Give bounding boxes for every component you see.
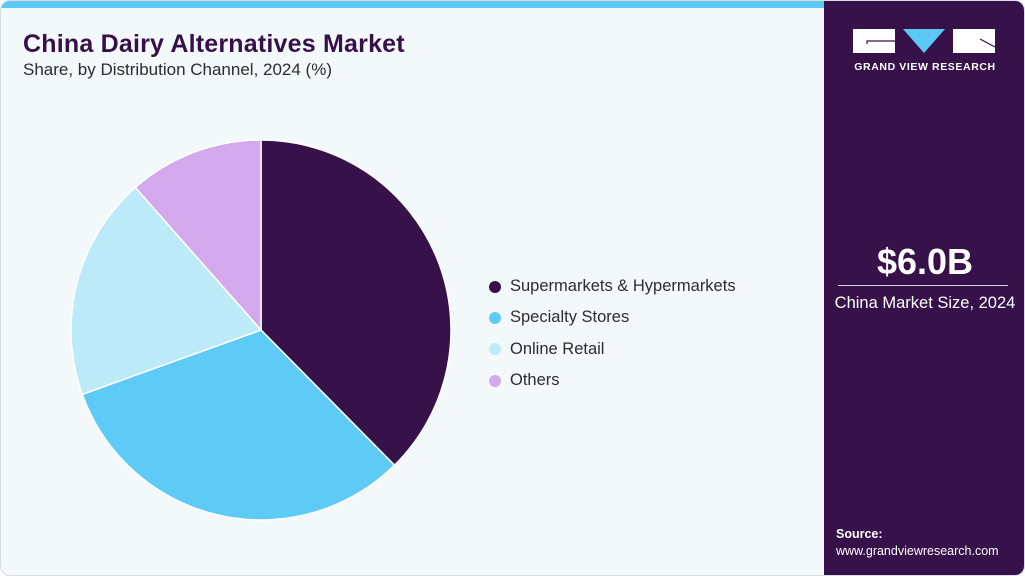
info-sidebar: GRAND VIEW RESEARCH $6.0B China Market S… — [824, 1, 1024, 575]
market-size-value: $6.0B — [876, 241, 974, 282]
pie-slice-others[interactable] — [134, 139, 262, 332]
divider — [838, 285, 1008, 286]
chart-legend: Supermarkets & Hypermarkets Specialty Sto… — [489, 271, 736, 396]
legend-item[interactable]: Others — [489, 365, 736, 396]
legend-dot-icon — [489, 374, 501, 387]
legend-item[interactable]: Online Retail — [489, 334, 736, 365]
legend-label: Others — [510, 371, 560, 390]
pie-slice-specialty-stores[interactable] — [81, 329, 396, 521]
legend-item[interactable]: Specialty Stores — [489, 302, 736, 333]
legend-dot-icon — [489, 280, 501, 293]
pie-chart — [70, 139, 452, 521]
chart-subtitle: Share, by Distribution Channel, 2024 (%) — [23, 60, 332, 79]
pie-slice-online-retail[interactable] — [70, 186, 263, 396]
source-link[interactable]: www.grandviewresearch.com — [836, 544, 999, 558]
legend-dot-icon — [489, 311, 501, 324]
chart-title: China Dairy Alternatives Market — [23, 30, 405, 58]
legend-dot-icon — [489, 343, 501, 356]
logo-text: GRAND VIEW RESEARCH — [854, 61, 996, 73]
legend-label: Specialty Stores — [510, 308, 630, 327]
accent-bar — [1, 1, 824, 8]
market-size-label: China Market Size, 2024 — [834, 294, 1016, 312]
pie-slice-supermarkets-hypermarkets[interactable] — [260, 139, 452, 467]
legend-item[interactable]: Supermarkets & Hypermarkets — [489, 271, 736, 302]
legend-label: Online Retail — [510, 339, 605, 358]
gvr-logo-icon — [853, 29, 995, 53]
legend-label: Supermarkets & Hypermarkets — [510, 277, 736, 296]
source-label: Source: — [836, 527, 883, 541]
